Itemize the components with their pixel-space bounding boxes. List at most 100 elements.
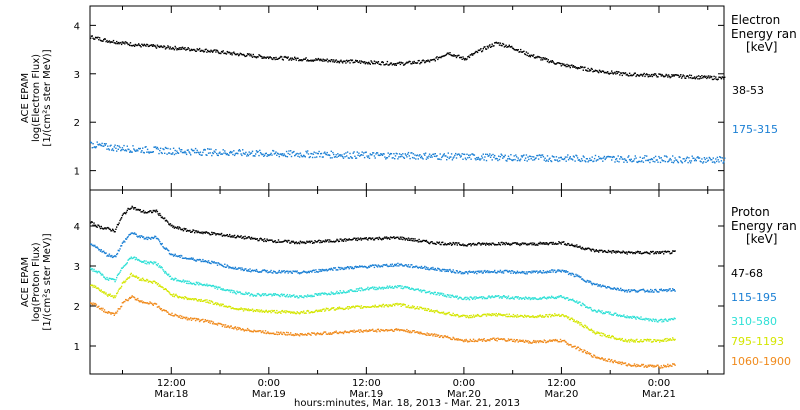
proton-data-point [642,288,645,290]
electron-data-point [538,154,541,156]
proton-data-point [357,237,359,239]
proton-data-point [303,295,306,297]
electron-data-point [182,47,185,50]
proton-data-point [289,294,291,296]
electron-data-point [660,75,662,77]
proton-data-point [526,273,528,275]
proton-data-point [447,270,449,273]
electron-data-point [494,42,497,44]
proton-data-point [140,260,142,263]
proton-data-point [381,239,383,241]
electron-data-point [451,159,454,161]
electron-data-point [523,154,525,156]
proton-data-point [164,248,167,250]
electron-data-point [120,43,123,46]
proton-data-point [168,223,170,225]
electron-data-point [520,48,522,51]
electron-data-point [231,151,233,153]
proton-data-point [401,236,403,238]
proton-data-point [665,340,667,342]
electron-data-point [589,69,591,71]
proton-data-point [517,243,519,246]
proton-data-point [211,300,213,303]
proton-data-point [343,308,345,310]
proton-data-point [310,334,312,336]
electron-data-point [393,63,395,65]
proton-data-point [519,271,521,274]
proton-data-point [375,329,377,332]
proton-data-point [174,226,176,228]
electron-data-point [312,153,315,155]
proton-data-point [136,299,138,301]
proton-data-point [128,258,130,261]
electron-data-point [428,61,431,63]
electron-data-point [617,71,619,73]
electron-data-point [514,49,516,51]
proton-data-point [337,308,340,310]
proton-data-point [655,319,658,321]
proton-data-point [624,289,627,292]
proton-data-point [368,288,371,290]
proton-data-point [326,239,328,242]
proton-data-point [97,287,99,289]
proton-data-point [98,248,101,251]
proton-data-point [502,270,504,273]
proton-data-point [317,310,319,312]
proton-data-point [316,271,319,273]
electron-data-point [697,156,699,158]
proton-data-point [646,289,649,291]
proton-data-point [317,332,319,335]
proton-data-point [355,237,358,240]
proton-data-point [369,306,371,308]
proton-data-point [189,282,191,285]
proton-data-point [224,289,226,291]
proton-data-point [120,285,123,288]
proton-data-point [92,270,94,272]
electron-data-point [549,61,551,63]
electron-data-point [618,161,620,163]
proton-data-point [419,290,421,292]
proton-data-point [94,224,97,227]
proton-data-point [119,219,121,222]
proton-data-point [518,243,520,245]
proton-data-point [621,251,623,254]
electron-data-point [205,154,207,156]
proton-data-point [279,332,281,334]
proton-data-point [240,307,242,309]
electron-data-point [711,161,714,163]
proton-data-point [125,263,128,265]
proton-data-point [94,286,96,288]
proton-data-point [562,314,564,316]
electron-data-point [234,153,237,155]
proton-data-point [271,239,273,241]
proton-data-point [114,255,116,257]
proton-data-point [428,268,431,271]
proton-data-point [669,252,671,255]
proton-data-point [233,290,235,292]
proton-data-point [544,315,546,318]
proton-data-point [316,241,318,243]
proton-data-point [144,302,146,304]
proton-data-point [182,296,185,299]
proton-data-point [400,263,402,265]
proton-data-point [601,310,603,312]
proton-data-point [180,296,182,298]
proton-data-point [275,293,277,296]
electron-data-point [550,61,553,63]
proton-data-point [600,249,602,251]
proton-data-point [512,242,515,244]
proton-data-point [587,280,589,282]
proton-data-point [172,253,174,256]
proton-data-point [610,288,612,290]
proton-data-point [446,312,449,315]
proton-data-point [495,295,497,298]
electron-data-point [696,156,698,159]
proton-data-point [286,241,289,243]
proton-data-point [215,262,217,264]
proton-data-point [650,318,652,321]
proton-data-point [359,238,361,240]
proton-data-point [242,236,245,238]
proton-data-point [187,317,189,320]
proton-data-point [440,293,442,295]
proton-data-point [441,270,443,272]
